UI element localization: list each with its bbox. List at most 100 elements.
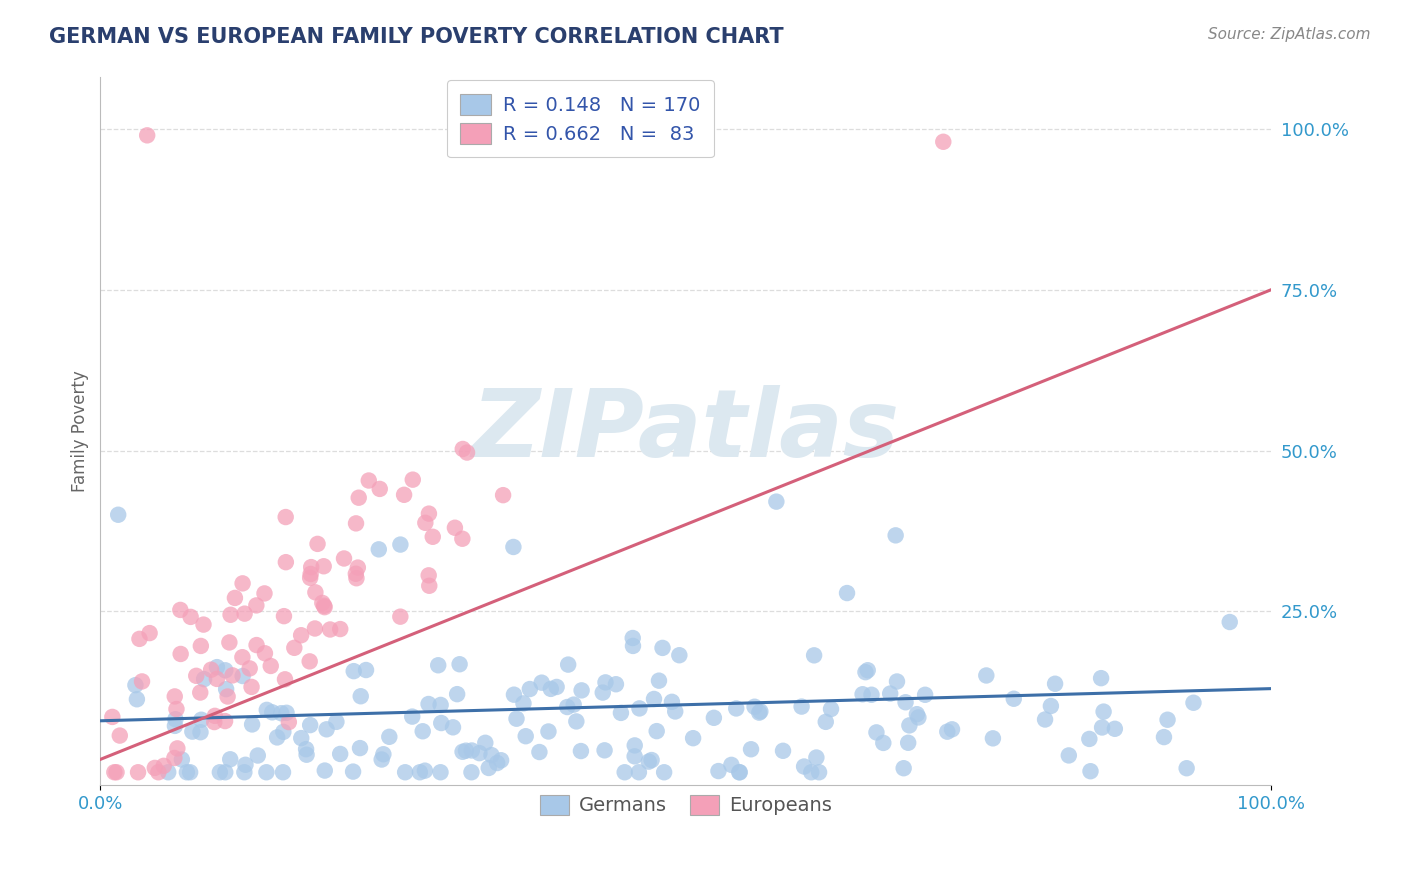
Point [976, 668, 998, 682]
Point [205, 672, 228, 686]
Point [886, 674, 908, 689]
Point [451, 442, 474, 456]
Point [314, 764, 336, 778]
Point [219, 752, 242, 766]
Point [344, 566, 367, 581]
Point [1039, 698, 1062, 713]
Point [748, 706, 770, 720]
Point [418, 697, 440, 711]
Point [530, 675, 553, 690]
Point [394, 765, 416, 780]
Point [179, 765, 201, 780]
Point [131, 674, 153, 689]
Point [349, 741, 371, 756]
Point [232, 576, 254, 591]
Point [240, 680, 263, 694]
Point [627, 765, 650, 780]
Point [343, 664, 366, 678]
Point [260, 659, 283, 673]
Point [245, 638, 267, 652]
Point [180, 610, 202, 624]
Point [245, 599, 267, 613]
Point [460, 765, 482, 780]
Point [127, 765, 149, 780]
Point [148, 765, 170, 780]
Point [101, 710, 124, 724]
Point [271, 765, 294, 780]
Point [166, 741, 188, 756]
Point [907, 710, 929, 724]
Legend: Germans, Europeans: Germans, Europeans [530, 785, 841, 825]
Point [346, 571, 368, 585]
Point [481, 748, 503, 763]
Point [266, 731, 288, 745]
Point [418, 568, 440, 582]
Point [894, 695, 917, 709]
Point [232, 669, 254, 683]
Point [914, 688, 936, 702]
Point [855, 665, 877, 680]
Point [1090, 671, 1112, 685]
Point [143, 761, 166, 775]
Point [344, 516, 367, 531]
Point [378, 730, 401, 744]
Point [166, 702, 188, 716]
Point [262, 706, 284, 720]
Point [571, 683, 593, 698]
Point [190, 713, 212, 727]
Point [169, 647, 191, 661]
Point [1057, 748, 1080, 763]
Point [621, 631, 644, 645]
Point [1080, 764, 1102, 779]
Point [648, 673, 671, 688]
Point [652, 765, 675, 780]
Point [451, 745, 474, 759]
Point [389, 538, 412, 552]
Point [188, 685, 211, 699]
Point [290, 731, 312, 745]
Point [299, 566, 322, 581]
Point [367, 542, 389, 557]
Point [897, 736, 920, 750]
Point [418, 579, 440, 593]
Point [1104, 722, 1126, 736]
Point [402, 473, 425, 487]
Point [640, 753, 662, 767]
Point [454, 744, 477, 758]
Point [401, 709, 423, 723]
Point [273, 609, 295, 624]
Point [170, 752, 193, 766]
Point [489, 753, 512, 767]
Point [623, 749, 645, 764]
Point [235, 757, 257, 772]
Point [370, 752, 392, 766]
Point [368, 482, 391, 496]
Point [270, 706, 292, 721]
Point [186, 669, 208, 683]
Point [190, 639, 212, 653]
Point [231, 650, 253, 665]
Point [492, 488, 515, 502]
Point [202, 714, 225, 729]
Point [486, 756, 509, 770]
Point [884, 528, 907, 542]
Point [298, 654, 321, 668]
Point [354, 663, 377, 677]
Point [814, 714, 837, 729]
Point [299, 571, 322, 585]
Point [519, 681, 541, 696]
Point [107, 508, 129, 522]
Point [446, 687, 468, 701]
Point [429, 698, 451, 712]
Text: Source: ZipAtlas.com: Source: ZipAtlas.com [1208, 27, 1371, 42]
Point [1175, 761, 1198, 775]
Point [409, 765, 432, 780]
Point [233, 607, 256, 621]
Point [856, 663, 879, 677]
Point [389, 609, 412, 624]
Point [253, 646, 276, 660]
Point [478, 761, 501, 775]
Point [1091, 721, 1114, 735]
Point [512, 697, 534, 711]
Point [605, 677, 627, 691]
